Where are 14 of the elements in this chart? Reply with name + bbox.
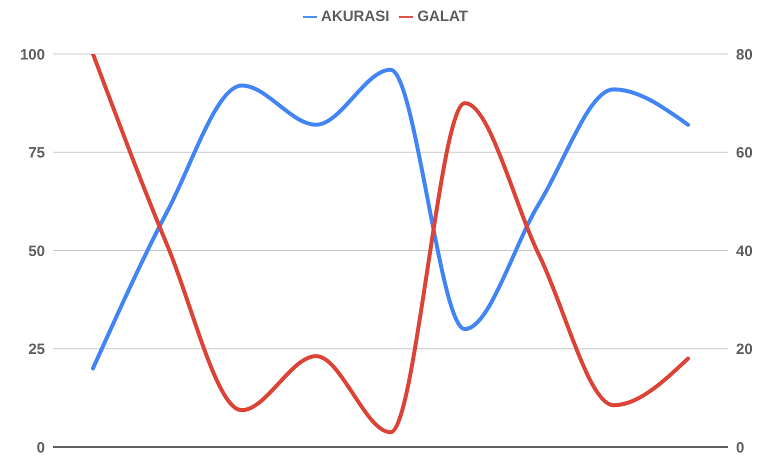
legend-label: AKURASI (321, 8, 390, 25)
y2-tick-label: 0 (736, 439, 744, 456)
y-tick-label: 25 (28, 341, 45, 358)
y2-tick-label: 20 (736, 341, 753, 358)
line-series (91, 68, 690, 370)
y2-tick-label: 60 (736, 144, 753, 162)
y2-tick-label: 80 (736, 46, 753, 64)
line-series (91, 54, 690, 434)
y-tick-label: 75 (28, 144, 45, 162)
y2-tick-label: 40 (736, 242, 753, 260)
y-tick-label: 0 (36, 439, 45, 456)
y-tick-label: 100 (20, 46, 45, 64)
legend-label: GALAT (417, 8, 468, 25)
y-tick-label: 50 (28, 242, 45, 260)
